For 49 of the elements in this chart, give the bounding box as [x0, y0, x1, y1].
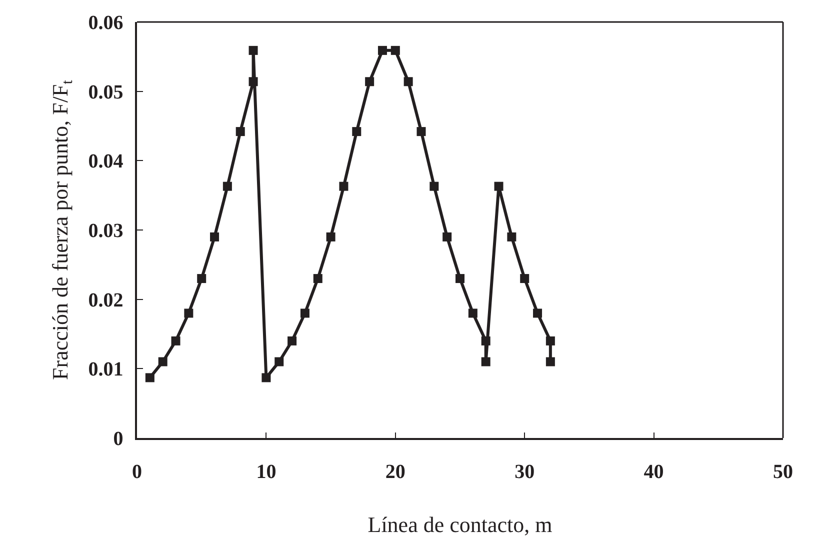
- point: [468, 308, 478, 318]
- point: [288, 336, 297, 346]
- point: [158, 357, 168, 366]
- point: [171, 336, 180, 346]
- point: [481, 336, 490, 346]
- point: [456, 274, 464, 284]
- point: [262, 373, 271, 382]
- y-tick-label: 0.04: [88, 150, 124, 173]
- point: [222, 182, 232, 191]
- point: [274, 357, 284, 366]
- x-tick-label: 0: [132, 460, 142, 483]
- y-tick-label: 0.02: [88, 289, 124, 312]
- point: [546, 336, 555, 346]
- point: [236, 127, 245, 136]
- y-tick-label: 0.01: [88, 358, 124, 381]
- point: [326, 232, 336, 242]
- point: [481, 357, 490, 366]
- point: [442, 232, 452, 242]
- point: [430, 182, 439, 191]
- x-tick-label: 10: [256, 460, 276, 483]
- point: [378, 46, 387, 55]
- point: [248, 77, 258, 86]
- point: [507, 232, 516, 242]
- y-tick-label: 0.06: [88, 12, 124, 34]
- point: [248, 46, 258, 55]
- point: [313, 274, 322, 284]
- x-tick-label: 20: [385, 460, 406, 483]
- point: [416, 127, 426, 136]
- point: [533, 308, 542, 318]
- point: [520, 274, 530, 284]
- point: [210, 232, 220, 242]
- x-tick-label: 40: [644, 460, 664, 483]
- y-tick-label: 0.03: [88, 220, 124, 242]
- point: [145, 373, 154, 382]
- point: [352, 127, 362, 136]
- x-tick-label: 30: [514, 460, 535, 483]
- point: [494, 182, 504, 191]
- x-axis-title: Línea de contacto, m: [368, 512, 552, 538]
- point: [365, 77, 374, 86]
- point: [184, 308, 194, 318]
- point: [339, 182, 348, 191]
- point: [390, 46, 400, 55]
- point: [300, 308, 310, 318]
- point: [404, 77, 413, 86]
- x-tick-label: 50: [773, 460, 793, 483]
- point: [197, 274, 206, 284]
- y-tick-label: 0.05: [88, 81, 124, 104]
- point: [546, 357, 555, 366]
- y-tick-label: 0: [113, 428, 124, 450]
